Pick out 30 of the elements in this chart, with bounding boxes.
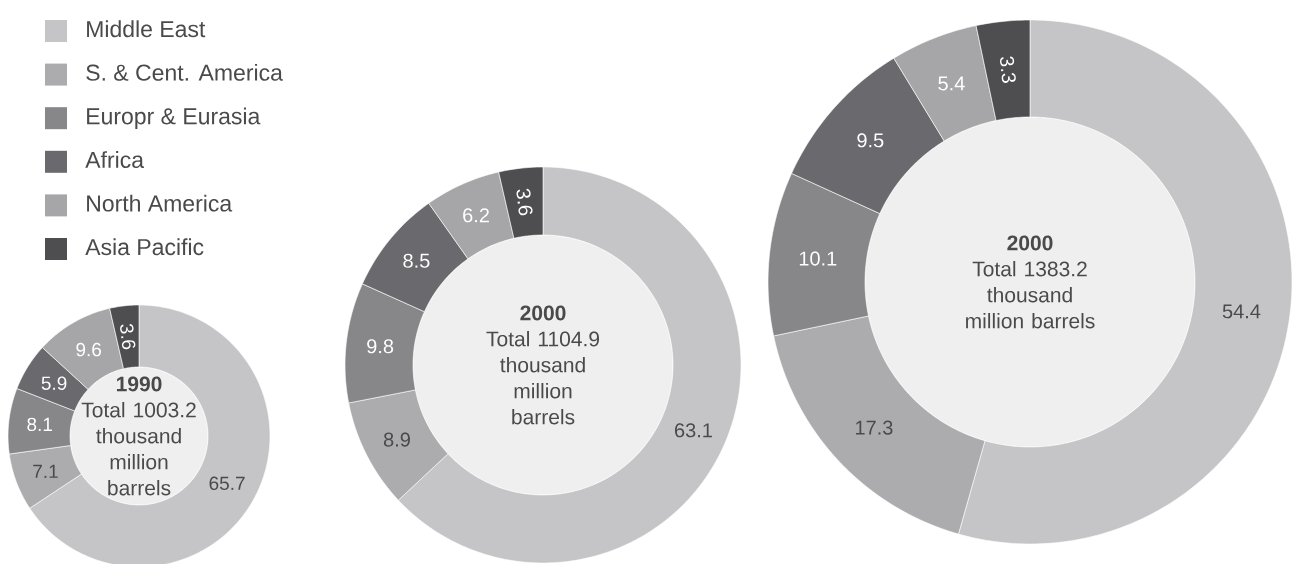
data-label: 9.8 <box>367 339 394 354</box>
data-label: 3.6 <box>120 324 136 350</box>
data-label: 6.2 <box>463 208 489 223</box>
data-label: 5.9 <box>41 376 67 390</box>
text: 2000 <box>1007 235 1053 251</box>
data-label: 63.1 <box>675 423 712 438</box>
text: 1990 <box>116 376 162 392</box>
data-label: 8.9 <box>383 432 410 447</box>
data-label: 9.6 <box>76 342 102 357</box>
legend-label: Africa <box>85 151 145 169</box>
text: Total 1104.9 thousand million barrels <box>486 331 600 425</box>
legend-label: Middle East <box>87 20 206 38</box>
text: 2000 <box>520 305 566 321</box>
data-label: 17.3 <box>855 420 893 435</box>
data-label: 10.1 <box>799 251 837 266</box>
data-label: 65.7 <box>209 476 245 491</box>
text: Total 1003.2 thousand million barrels <box>81 402 196 496</box>
legend-label: North America <box>87 194 233 212</box>
data-label: 3.3 <box>999 56 1016 83</box>
data-label: 8.5 <box>403 253 430 268</box>
data-label: 5.4 <box>938 76 965 91</box>
legend-label: Asia Pacific <box>85 238 204 256</box>
text: Total 1383.2 thousand million barrels <box>966 261 1095 329</box>
data-label: 8.1 <box>27 417 52 432</box>
data-label: 54.4 <box>1222 304 1261 319</box>
data-label: 3.6 <box>516 188 533 216</box>
legend-label: Europr & Eurasia <box>87 107 261 129</box>
data-label: 9.5 <box>857 133 884 148</box>
legend-label: S. & Cent. America <box>86 63 283 81</box>
data-label: 7.1 <box>33 464 58 478</box>
